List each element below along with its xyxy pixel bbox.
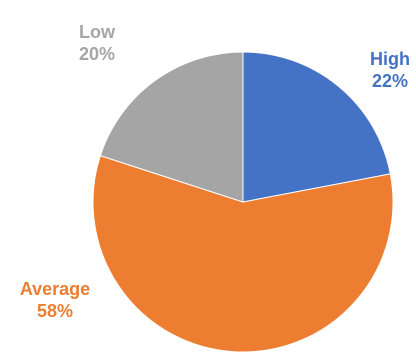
data-label-category-low: Low: [79, 22, 116, 42]
data-label-category-average: Average: [20, 279, 90, 299]
data-label-value-high: 22%: [372, 71, 408, 91]
data-label-value-low: 20%: [79, 44, 115, 64]
data-label-category-high: High: [370, 49, 410, 69]
pie-slice-high: [242, 51, 391, 203]
pie-slice-low: [99, 51, 244, 203]
pie-slices: [92, 51, 394, 353]
data-label-value-average: 58%: [37, 301, 73, 321]
pie-slice-average: [92, 155, 394, 353]
